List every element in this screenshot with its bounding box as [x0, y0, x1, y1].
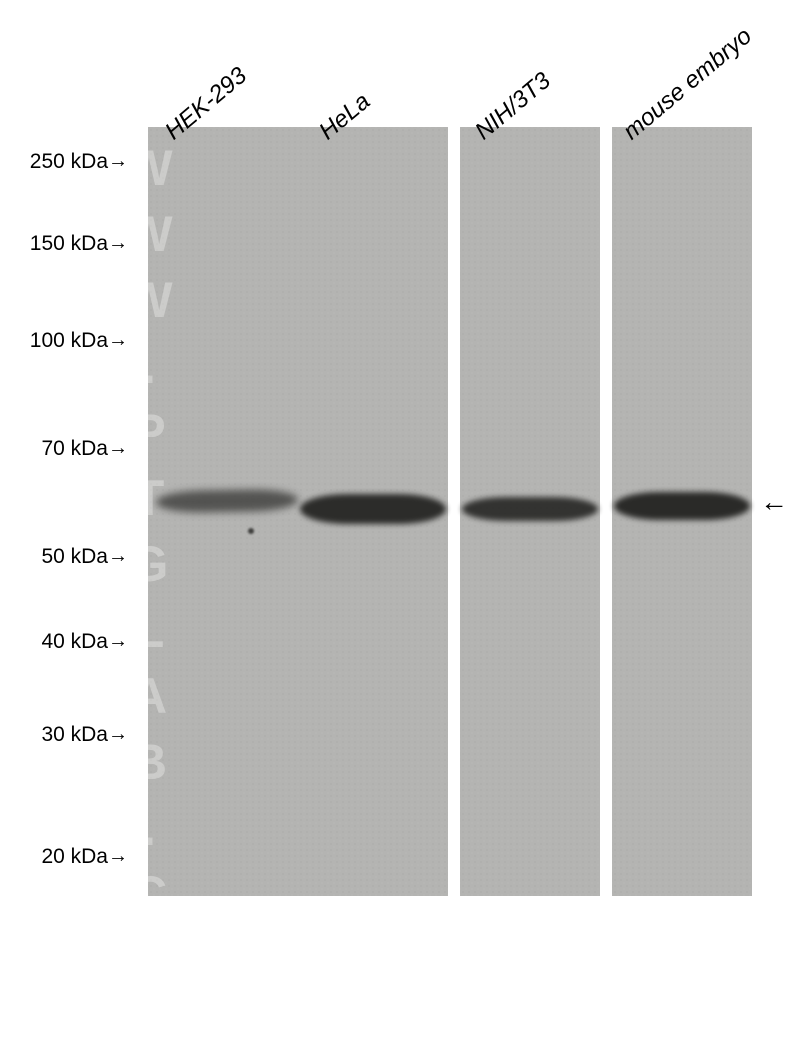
arrow-icon: →	[108, 150, 128, 173]
arrow-icon: →	[108, 845, 128, 868]
marker-30-text: 30 kDa	[41, 723, 108, 746]
artifact-speck	[248, 528, 254, 534]
marker-70: 70 kDa→	[10, 437, 108, 461]
marker-250: 250 kDa→	[0, 150, 108, 174]
marker-70-text: 70 kDa	[41, 437, 108, 460]
arrow-icon: →	[108, 723, 128, 746]
target-band-arrow-icon: ←	[760, 486, 788, 518]
arrow-icon: →	[108, 630, 128, 653]
band-nih3t3	[462, 497, 598, 521]
marker-20-text: 20 kDa	[41, 845, 108, 868]
marker-100: 100 kDa→	[0, 329, 108, 353]
marker-250-text: 250 kDa	[30, 150, 108, 173]
arrow-icon: →	[108, 329, 128, 352]
marker-30: 30 kDa→	[10, 723, 108, 747]
marker-50-text: 50 kDa	[41, 545, 108, 568]
arrow-icon: →	[108, 232, 128, 255]
marker-150: 150 kDa→	[0, 232, 108, 256]
marker-100-text: 100 kDa	[30, 329, 108, 352]
arrow-icon: →	[108, 437, 128, 460]
band-hela	[300, 494, 446, 524]
band-mouse-embryo	[614, 492, 750, 520]
arrow-icon: →	[108, 545, 128, 568]
marker-20: 20 kDa→	[10, 845, 108, 869]
marker-150-text: 150 kDa	[30, 232, 108, 255]
marker-40: 40 kDa→	[10, 630, 108, 654]
marker-50: 50 kDa→	[10, 545, 108, 569]
marker-40-text: 40 kDa	[41, 630, 108, 653]
blot-figure: WWW.PTGLAB.COM HEK-293 HeLa NIH/3T3 mous…	[0, 0, 800, 903]
